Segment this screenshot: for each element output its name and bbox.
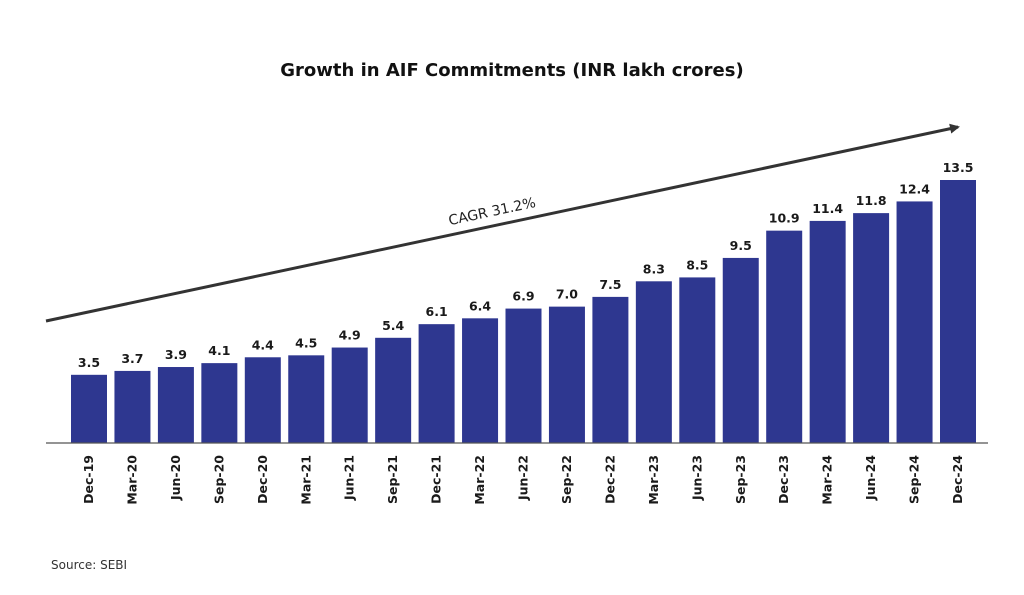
bar-value-label: 7.5 <box>599 277 621 292</box>
x-tick-label: Mar-23 <box>646 455 661 505</box>
x-tick-label: Dec-22 <box>602 455 617 504</box>
bar-sep-20 <box>201 363 238 443</box>
x-tick-label: Sep-21 <box>385 455 400 504</box>
value-labels-group: 3.5 3.7 3.9 4.1 4.4 4.5 4.9 5.4 6.1 6.4 6.9 7.0 7.5 8… <box>78 160 974 370</box>
bar-sep-24 <box>896 201 933 443</box>
bar-value-label: 6.9 <box>512 289 534 304</box>
x-tick-label: Jun-22 <box>516 455 531 501</box>
bar-sep-21 <box>375 337 412 443</box>
bars-group <box>71 180 976 443</box>
bar-jun-21 <box>331 347 368 443</box>
bar-mar-20 <box>114 370 151 443</box>
x-tick-label: Dec-21 <box>429 455 444 504</box>
bar-jun-24 <box>853 213 890 443</box>
source-note: Source: SEBI <box>51 558 127 572</box>
bar-value-label: 4.5 <box>295 335 317 350</box>
x-tick-label: Dec-24 <box>950 455 965 504</box>
x-tick-label: Dec-20 <box>255 455 270 504</box>
bar-value-label: 8.3 <box>643 261 665 276</box>
bar-dec-23 <box>766 230 803 443</box>
chart-title: Growth in AIF Commitments (INR lakh cror… <box>280 60 743 81</box>
bar-mar-21 <box>288 355 325 443</box>
x-tick-label: Jun-23 <box>689 455 704 501</box>
bar-value-label: 11.8 <box>856 193 887 208</box>
bar-jun-22 <box>505 308 542 443</box>
x-tick-label: Sep-23 <box>733 455 748 504</box>
bar-value-label: 11.4 <box>812 201 843 216</box>
cagr-trend-arrow <box>45 123 960 323</box>
bar-value-label: 4.4 <box>252 337 274 352</box>
bar-mar-24 <box>809 220 846 443</box>
bar-jun-23 <box>679 277 716 443</box>
x-tick-label: Jun-24 <box>863 455 878 501</box>
bar-jun-20 <box>157 367 194 443</box>
x-tick-label: Jun-21 <box>342 455 357 501</box>
bar-value-label: 10.9 <box>769 211 800 226</box>
bar-dec-24 <box>940 180 976 443</box>
bar-mar-22 <box>462 318 499 443</box>
bar-mar-23 <box>635 281 672 443</box>
bar-value-label: 3.5 <box>78 355 100 370</box>
bar-value-label: 3.7 <box>121 351 143 366</box>
x-tick-label: Mar-20 <box>124 455 139 505</box>
bar-value-label: 4.1 <box>208 343 230 358</box>
bar-value-label: 6.1 <box>426 304 448 319</box>
x-tick-label: Dec-19 <box>81 455 96 504</box>
bar-value-label: 5.4 <box>382 318 404 333</box>
bar-value-label: 13.5 <box>943 160 974 175</box>
bar-dec-21 <box>418 324 455 443</box>
cagr-annotation: CAGR 31.2% <box>447 195 537 229</box>
bar-value-label: 6.4 <box>469 298 491 313</box>
x-tick-label: Mar-24 <box>820 455 835 505</box>
bar-value-label: 8.5 <box>686 257 708 272</box>
bar-sep-23 <box>722 257 759 443</box>
x-tick-label: Mar-22 <box>472 455 487 505</box>
x-tick-label: Sep-22 <box>559 455 574 504</box>
x-tick-labels-group: Dec-19 Mar-20 Jun-20 Sep-20 Dec-20 Mar-21 Jun-… <box>81 455 965 505</box>
bar-value-label: 9.5 <box>730 238 752 253</box>
bar-dec-19 <box>71 374 107 443</box>
bar-dec-20 <box>244 357 281 443</box>
x-tick-label: Sep-20 <box>211 455 226 504</box>
bar-value-label: 7.0 <box>556 287 578 302</box>
bar-value-label: 4.9 <box>339 328 361 343</box>
x-tick-label: Dec-23 <box>776 455 791 504</box>
bar-value-label: 12.4 <box>899 181 930 196</box>
x-tick-label: Sep-24 <box>907 455 922 504</box>
bar-dec-22 <box>592 296 629 443</box>
x-tick-label: Jun-20 <box>168 455 183 501</box>
bar-value-label: 3.9 <box>165 347 187 362</box>
bar-sep-22 <box>548 306 585 443</box>
x-tick-label: Mar-21 <box>298 455 313 505</box>
